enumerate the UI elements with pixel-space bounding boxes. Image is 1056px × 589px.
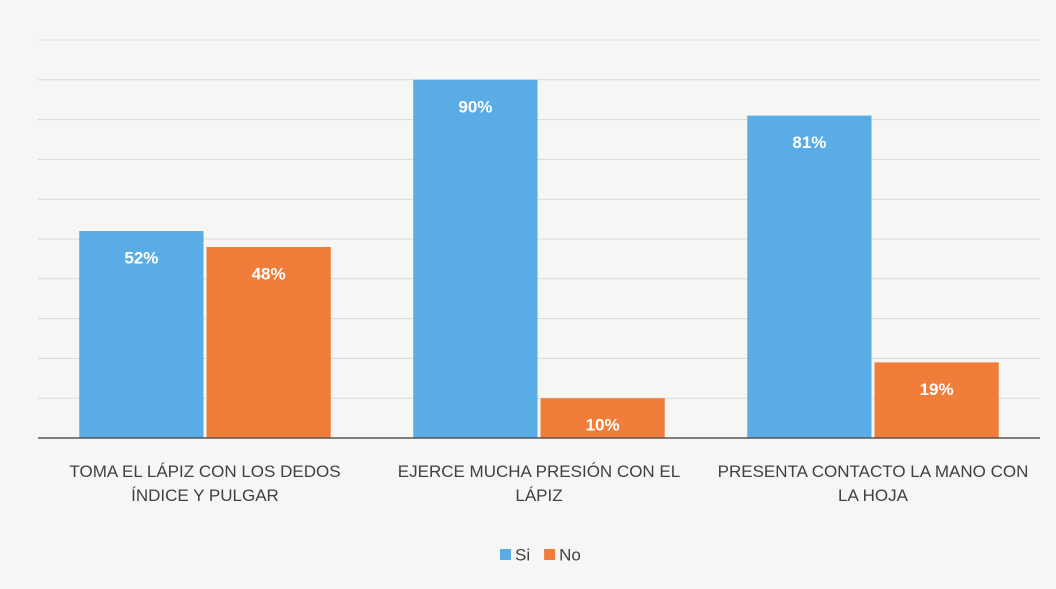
x-tick-label: TOMA EL LÁPIZ CON LOS DEDOS ÍNDICE Y PUL… [69, 462, 341, 505]
bar [747, 115, 872, 439]
legend-label: No [559, 545, 581, 564]
x-tick-label: PRESENTA CONTACTO LA MANO CON LA HOJA [717, 462, 1029, 505]
bar [540, 398, 665, 438]
bar [874, 362, 999, 438]
bar [79, 231, 204, 438]
data-label: 52% [124, 249, 158, 268]
legend-swatch [500, 549, 511, 560]
data-label: 81% [792, 133, 826, 152]
x-tick-label: EJERCE MUCHA PRESIÓN CON EL LÁPIZ [397, 462, 681, 505]
data-label: 10% [586, 416, 620, 435]
data-label: 19% [920, 380, 954, 399]
legend-label: Si [515, 545, 530, 564]
bar [413, 79, 538, 439]
legend-swatch [544, 549, 556, 560]
data-label: 90% [458, 97, 492, 116]
data-label: 48% [252, 264, 286, 283]
bar [206, 246, 331, 438]
